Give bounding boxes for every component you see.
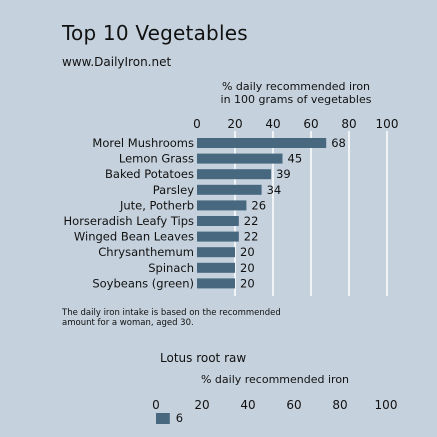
lotus-x-tick-label-20: 20 <box>194 398 209 412</box>
footnote: The daily iron intake is based on the re… <box>62 308 281 328</box>
lotus-x-tick-label-100: 100 <box>375 398 398 412</box>
lotus-bar <box>156 413 170 424</box>
x-tick-label-20: 20 <box>227 117 242 131</box>
lotus-x-tick-label-80: 80 <box>332 398 347 412</box>
category-label-2: Lemon Grass <box>119 152 194 166</box>
category-label-5: Jute, Potherb <box>119 198 194 212</box>
value-label-5: 26 <box>251 198 266 212</box>
lotus-x-tick-label-60: 60 <box>286 398 301 412</box>
category-label-9: Spinach <box>148 261 194 275</box>
bar-8 <box>197 247 235 258</box>
value-label-8: 20 <box>240 245 255 259</box>
bar-7 <box>197 231 239 242</box>
value-label-10: 20 <box>240 276 255 290</box>
x-tick-label-80: 80 <box>341 117 356 131</box>
value-label-7: 22 <box>244 230 259 244</box>
category-label-8: Chrysanthemum <box>98 245 194 259</box>
lotus-chart-title: Lotus root raw <box>160 351 246 365</box>
value-label-9: 20 <box>240 261 255 275</box>
bar-6 <box>197 216 239 226</box>
bar-1 <box>197 138 327 148</box>
lotus-x-axis-label: % daily recommended iron <box>201 373 349 386</box>
x-tick-label-100: 100 <box>376 117 399 131</box>
x-tick-label-60: 60 <box>303 117 318 131</box>
lotus-value-label: 6 <box>176 411 183 425</box>
bar-10 <box>197 278 235 289</box>
category-label-6: Horseradish Leafy Tips <box>64 214 194 228</box>
x-tick-label-0: 0 <box>193 117 201 131</box>
x-tick-label-40: 40 <box>265 117 280 131</box>
bar-4 <box>197 184 262 195</box>
value-label-2: 45 <box>288 152 303 166</box>
bar-3 <box>197 169 272 180</box>
chart-subtitle: www.DailyIron.net <box>62 55 172 69</box>
value-label-6: 22 <box>244 214 259 228</box>
value-label-1: 68 <box>331 136 346 150</box>
bar-5 <box>197 200 247 211</box>
category-label-1: Morel Mushrooms <box>92 136 194 150</box>
category-label-7: Winged Bean Leaves <box>74 230 194 244</box>
x-axis-label-line-2: in 100 grams of vegetables <box>221 93 372 106</box>
lotus-x-tick-label-40: 40 <box>240 398 255 412</box>
category-label-3: Baked Potatoes <box>105 167 194 181</box>
x-axis-label-line-1: % daily recommended iron <box>222 80 370 93</box>
category-label-4: Parsley <box>153 183 194 197</box>
value-label-3: 39 <box>276 167 291 181</box>
category-label-10: Soybeans (green) <box>92 276 194 290</box>
chart-title: Top 10 Vegetables <box>62 21 248 45</box>
bar-2 <box>197 153 283 164</box>
lotus-x-tick-label-0: 0 <box>152 398 160 412</box>
value-label-4: 34 <box>267 183 282 197</box>
bar-9 <box>197 262 235 273</box>
